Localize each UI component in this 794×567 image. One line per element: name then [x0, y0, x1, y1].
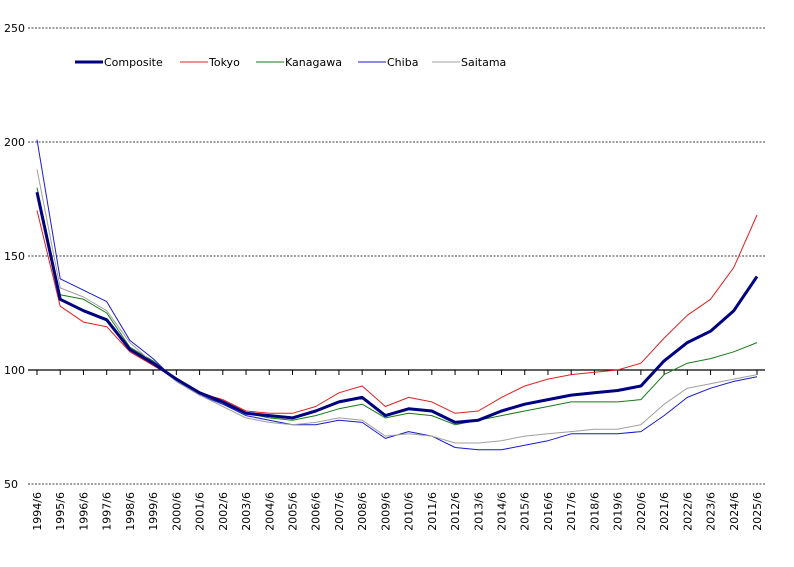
x-tick-label: 2002/6	[217, 492, 230, 531]
x-tick-label: 1994/6	[31, 492, 44, 531]
series-line-tokyo	[36, 210, 758, 414]
y-tick-label: 200	[4, 136, 25, 149]
legend-label-tokyo: Tokyo	[208, 56, 240, 69]
x-tick-label: 2021/6	[658, 492, 671, 531]
x-tick-label: 2019/6	[612, 492, 625, 531]
series-line-chiba	[36, 139, 758, 451]
y-tick-label: 50	[4, 478, 18, 491]
x-tick-label: 1998/6	[124, 492, 137, 531]
x-tick-label: 2007/6	[333, 492, 346, 531]
x-tick-label: 2024/6	[728, 492, 741, 531]
x-tick-label: 2012/6	[449, 492, 462, 531]
x-tick-label: 2011/6	[426, 492, 439, 531]
legend-label-composite: Composite	[104, 56, 163, 69]
x-tick-label: 2006/6	[310, 492, 323, 531]
y-tick-label: 150	[4, 250, 25, 263]
x-tick-label: 1999/6	[147, 492, 160, 531]
series-line-composite	[35, 191, 759, 424]
y-tick-label: 250	[4, 22, 25, 35]
x-tick-label: 2018/6	[588, 492, 601, 531]
x-tick-label: 2017/6	[565, 492, 578, 531]
x-tick-label: 2000/6	[170, 492, 183, 531]
x-tick-label: 2025/6	[751, 492, 764, 531]
x-tick-label: 2022/6	[681, 492, 694, 531]
x-tick-label: 2020/6	[635, 492, 648, 531]
legend-label-kanagawa: Kanagawa	[285, 56, 342, 69]
legend-label-saitama: Saitama	[461, 56, 506, 69]
y-tick-label: 100	[4, 364, 25, 377]
x-tick-label: 2005/6	[286, 492, 299, 531]
x-tick-label: 2014/6	[496, 492, 509, 531]
x-tick-label: 1996/6	[77, 492, 90, 531]
series-line-kanagawa	[36, 187, 758, 426]
x-tick-label: 2016/6	[542, 492, 555, 531]
x-tick-label: 2023/6	[705, 492, 718, 531]
legend-label-chiba: Chiba	[387, 56, 418, 69]
x-tick-label: 2003/6	[240, 492, 253, 531]
x-tick-label: 2015/6	[519, 492, 532, 531]
x-tick-label: 2008/6	[356, 492, 369, 531]
x-tick-label: 2009/6	[379, 492, 392, 531]
x-tick-label: 2001/6	[194, 492, 207, 531]
x-tick-label: 1995/6	[54, 492, 67, 531]
x-tick-label: 2004/6	[263, 492, 276, 531]
x-tick-label: 1997/6	[101, 492, 114, 531]
x-tick-label: 2013/6	[472, 492, 485, 531]
x-tick-label: 2010/6	[403, 492, 416, 531]
